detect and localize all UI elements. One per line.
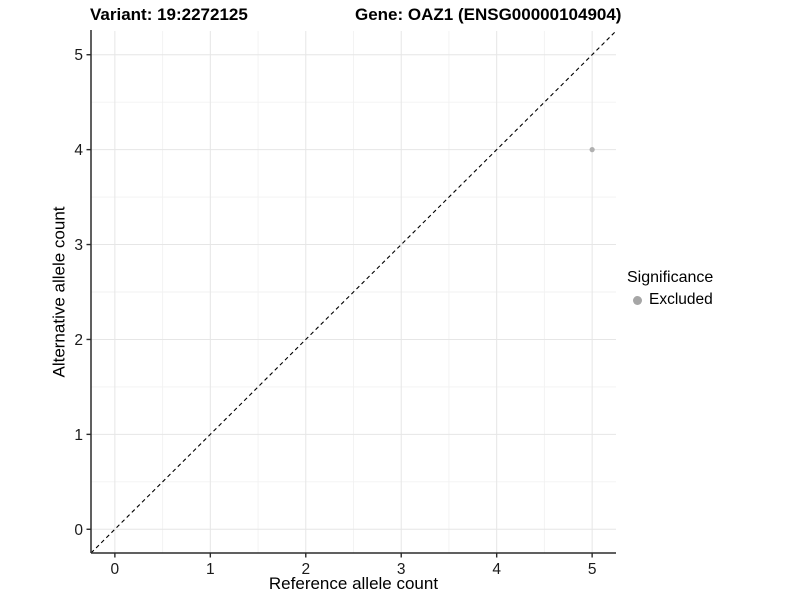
identity-line [90, 30, 617, 554]
y-tick-label: 1 [74, 427, 83, 444]
plot-title-gene: Gene: OAZ1 (ENSG00000104904) [355, 5, 622, 24]
y-axis-title: Alternative allele count [50, 206, 70, 378]
legend-title: Significance [627, 269, 714, 286]
y-tick-label: 2 [74, 332, 83, 349]
legend-entry-excluded: Excluded [627, 290, 713, 310]
y-tick-label: 5 [74, 47, 83, 64]
y-tick-label: 0 [74, 522, 83, 539]
x-axis-title: Reference allele count [268, 574, 439, 593]
legend-point-marker-icon [633, 295, 642, 305]
x-tick-label: 3 [397, 561, 406, 578]
plot-title-variant: Variant: 19:2272125 [90, 5, 248, 24]
y-tick-label: 3 [74, 237, 83, 254]
x-tick-label: 1 [206, 561, 215, 578]
x-tick-label: 5 [588, 561, 597, 578]
x-tick-label: 4 [492, 561, 501, 578]
legend: Significance Excluded [627, 268, 713, 310]
legend-entry-label: Excluded [649, 291, 713, 308]
x-tick-label: 2 [301, 561, 310, 578]
y-tick-label: 4 [74, 142, 83, 159]
x-tick-label: 0 [111, 561, 120, 578]
data-point [589, 147, 595, 153]
